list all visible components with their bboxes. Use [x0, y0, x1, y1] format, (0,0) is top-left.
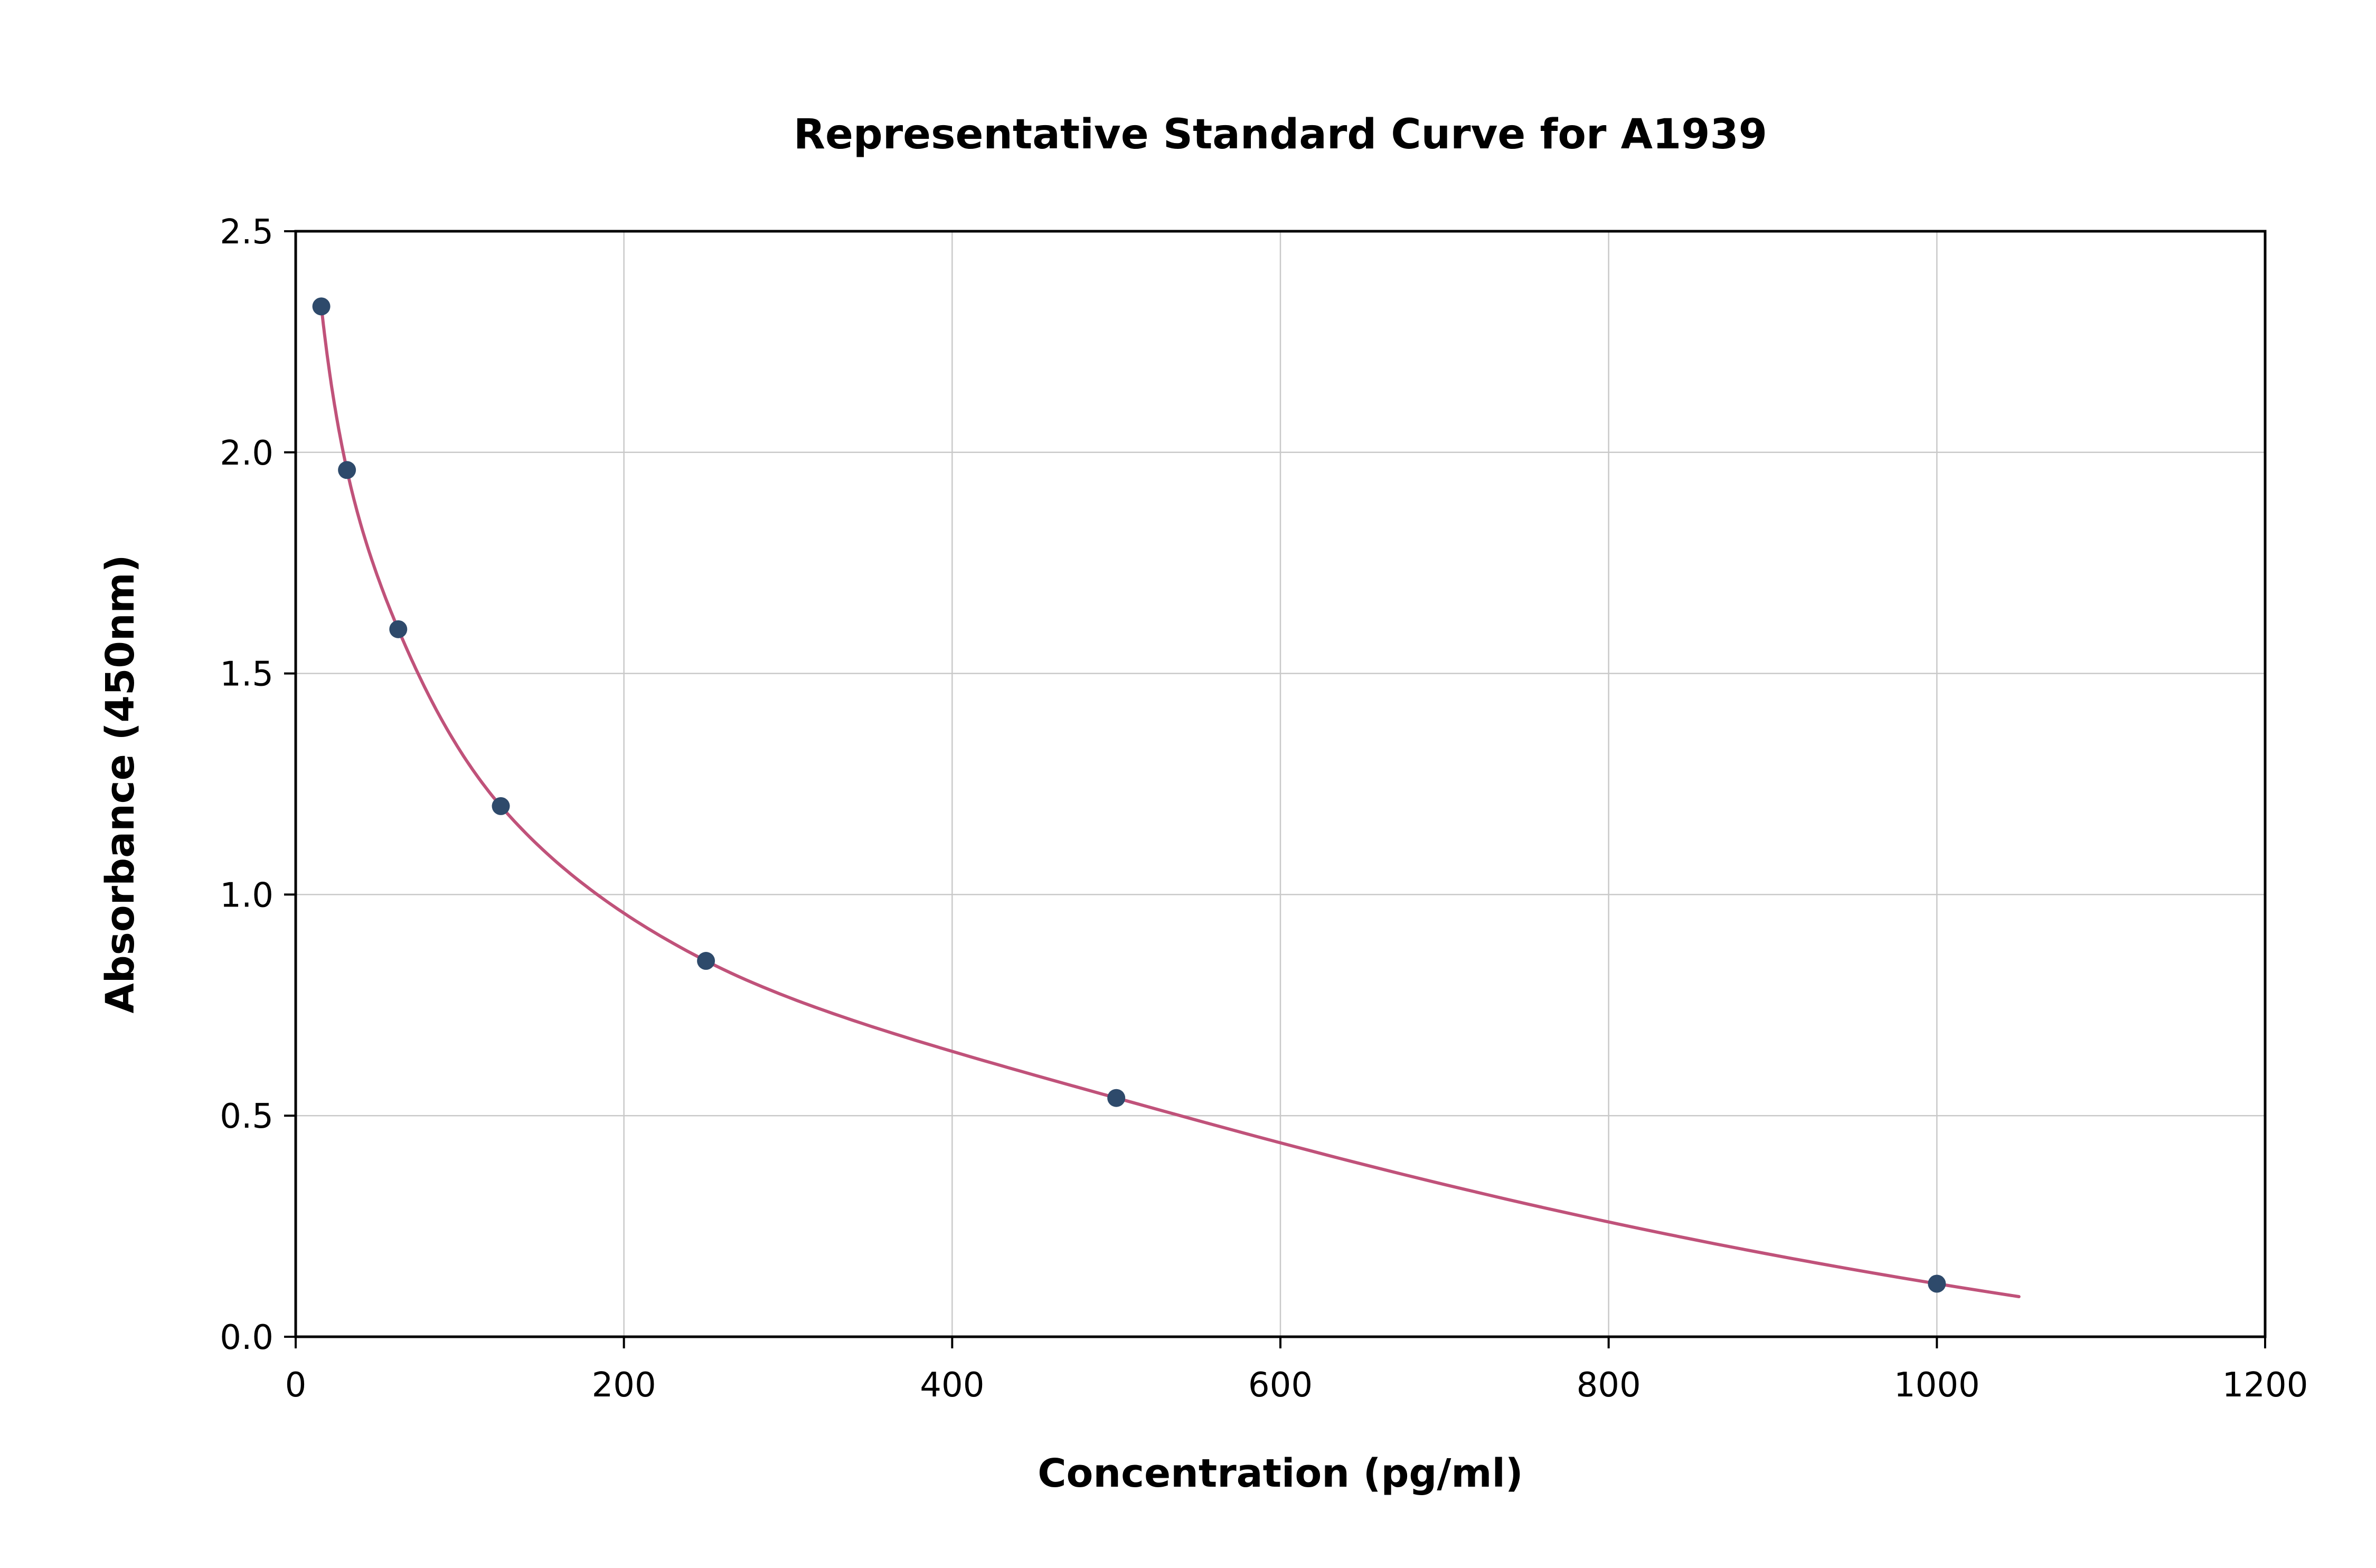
x-tick-label: 800: [1577, 1366, 1641, 1405]
x-tick-label: 400: [920, 1366, 984, 1405]
x-tick-label: 0: [285, 1366, 307, 1405]
data-point: [1928, 1274, 1946, 1293]
data-point: [312, 297, 331, 316]
fit-curve-line: [319, 298, 2021, 1298]
plot-border: [294, 230, 2267, 1338]
y-tick-label: 0.0: [220, 1318, 274, 1357]
x-axis-label: Concentration (pg/ml): [1038, 1451, 1523, 1496]
chart-title: Representative Standard Curve for A1939: [793, 111, 1768, 158]
x-tick-label: 1200: [2222, 1366, 2308, 1405]
data-point: [492, 797, 510, 815]
data-point: [389, 620, 408, 638]
y-tick-label: 2.5: [220, 213, 274, 252]
x-tick-label: 600: [1248, 1366, 1313, 1405]
x-tick-label: 200: [592, 1366, 656, 1405]
y-tick-label: 2.0: [220, 434, 274, 473]
y-tick-label: 1.5: [220, 655, 274, 694]
data-point: [338, 461, 356, 479]
x-tick-label: 1000: [1894, 1366, 1980, 1405]
data-point: [697, 952, 715, 970]
y-tick-label: 1.0: [220, 876, 274, 915]
y-tick-label: 0.5: [220, 1097, 274, 1136]
data-point: [1107, 1089, 1126, 1107]
